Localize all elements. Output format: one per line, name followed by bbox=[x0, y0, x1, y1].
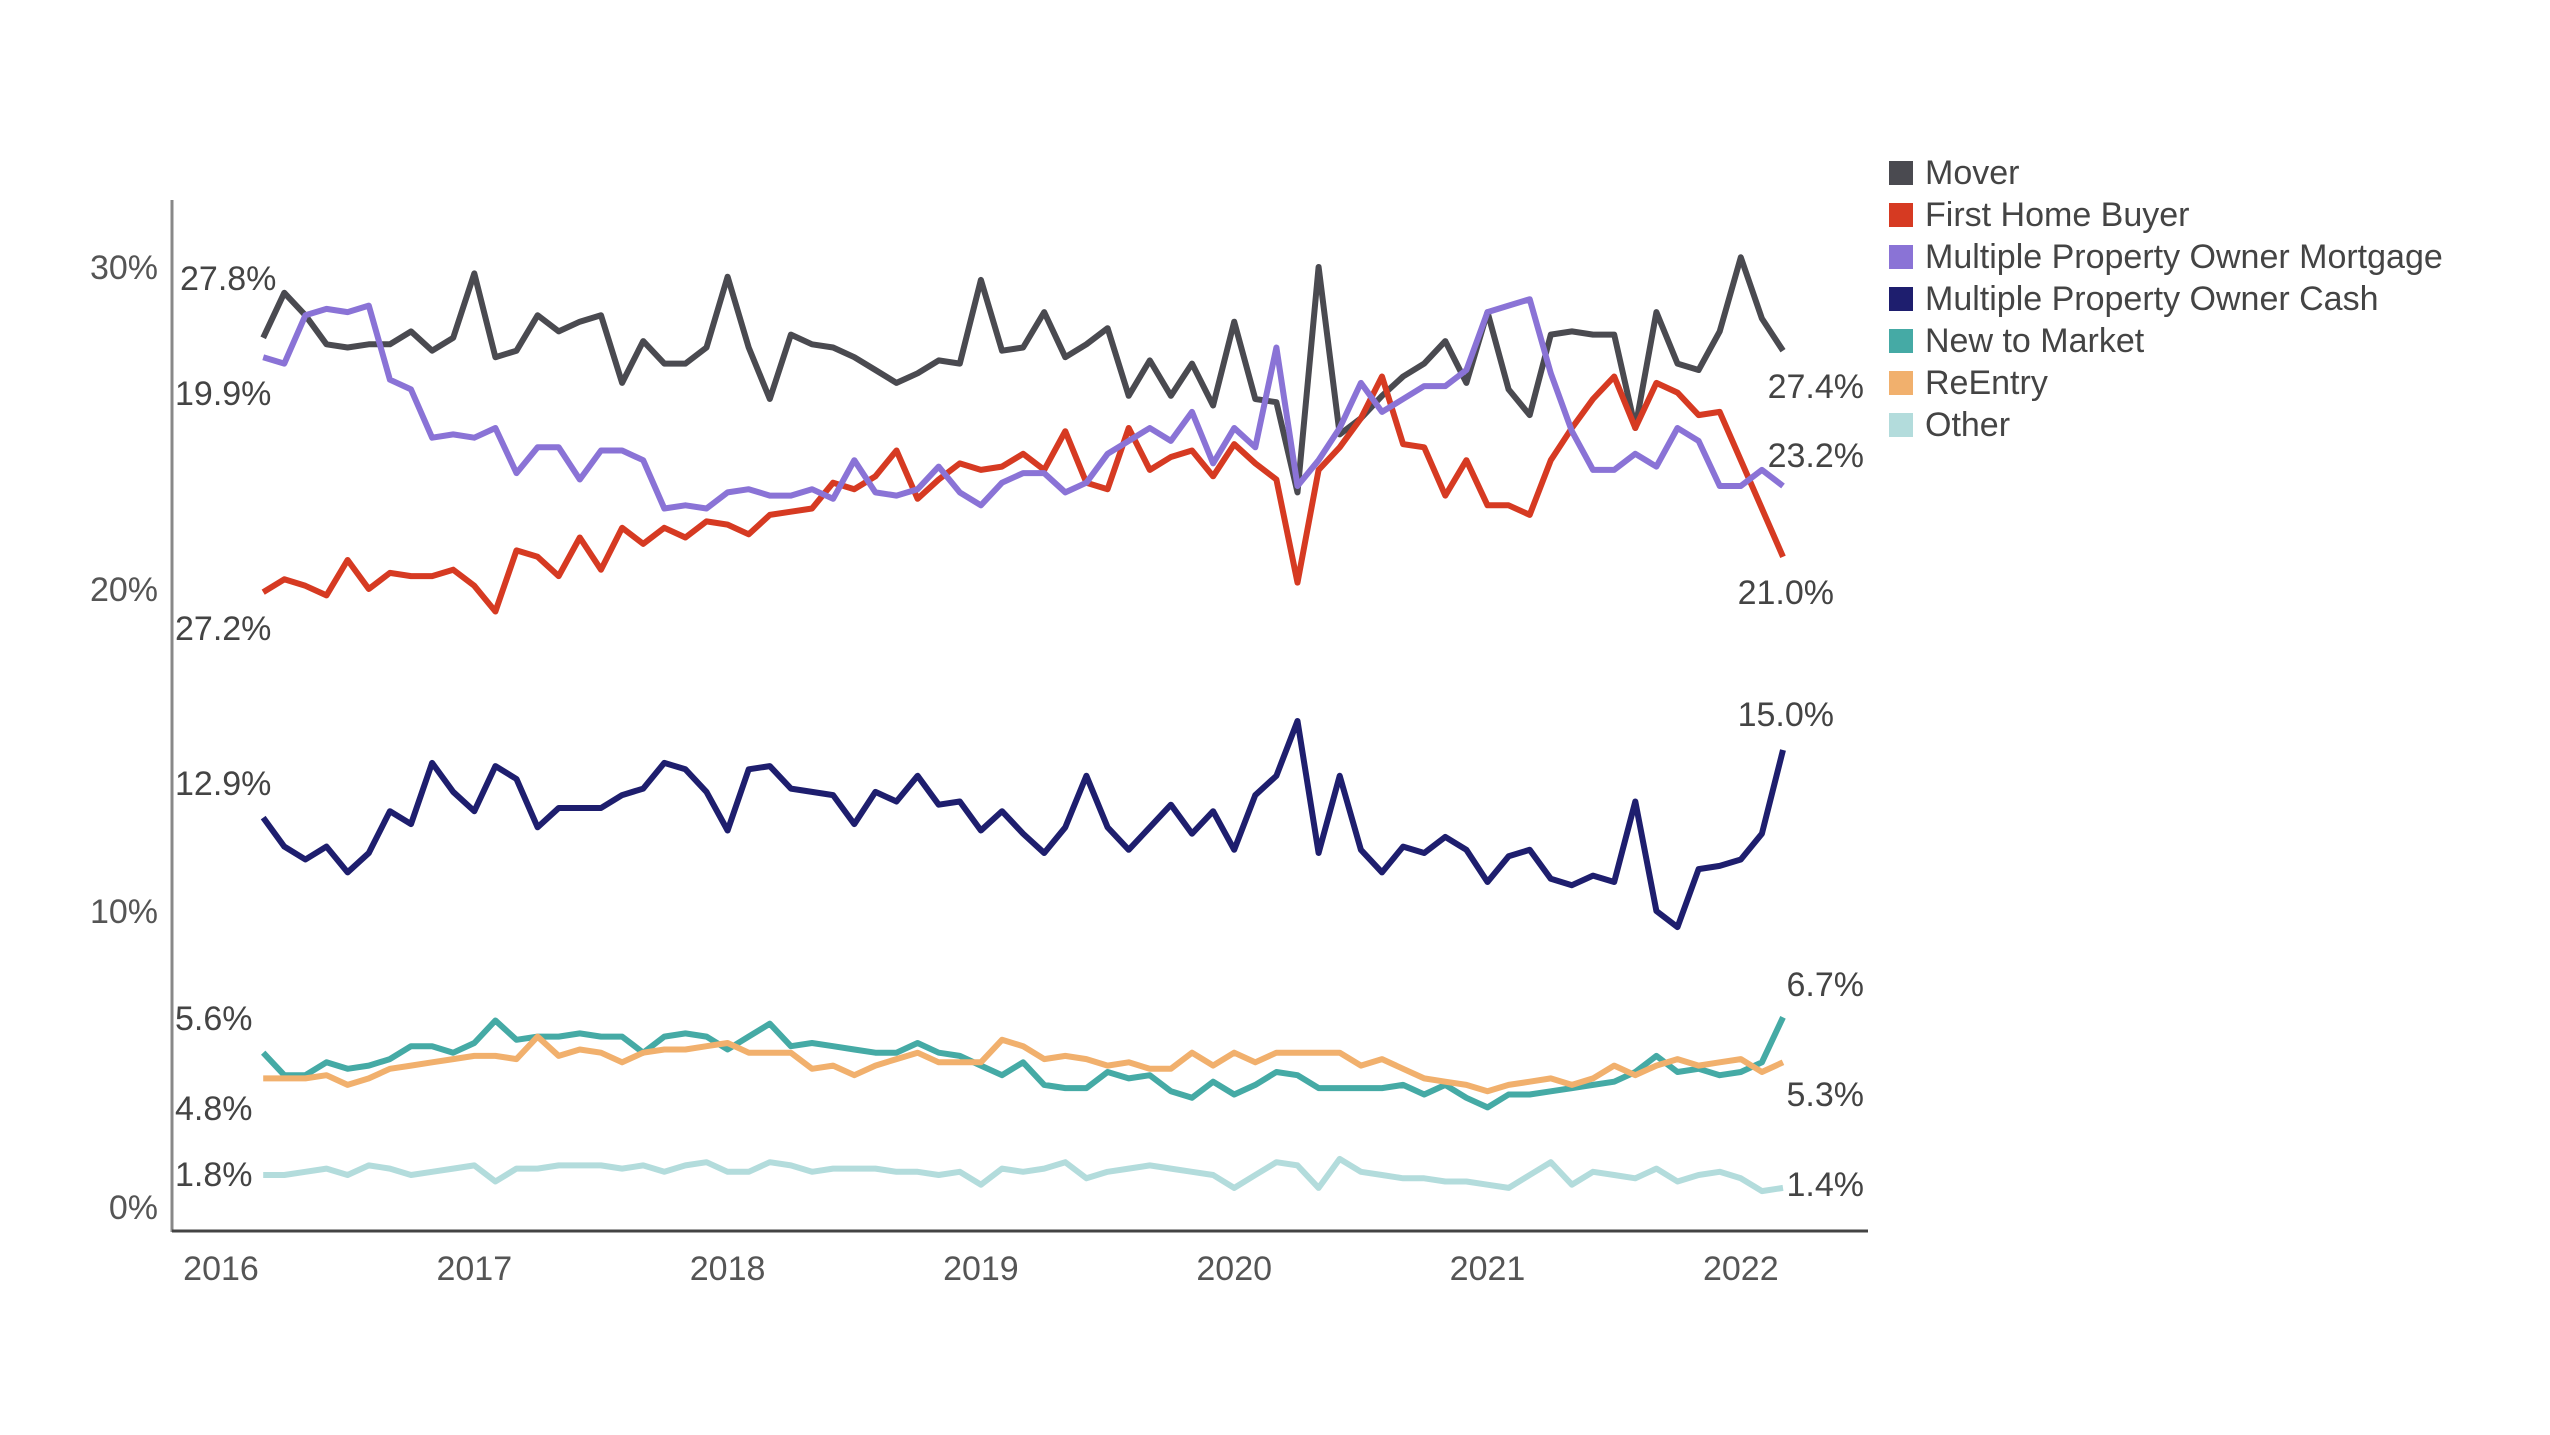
legend-item: Multiple Property Owner Mortgage bbox=[1889, 236, 2443, 278]
x-tick-label: 2020 bbox=[1196, 1250, 1272, 1288]
legend-label: New to Market bbox=[1925, 321, 2145, 360]
series-line-reentry bbox=[263, 1033, 1785, 1095]
legend-label: ReEntry bbox=[1925, 363, 2048, 402]
legend-swatch bbox=[1889, 161, 1913, 185]
series-line-other bbox=[263, 1155, 1784, 1195]
x-tick-label: 2022 bbox=[1703, 1250, 1779, 1288]
legend-item: Other bbox=[1889, 404, 2443, 446]
legend-label: Multiple Property Owner Mortgage bbox=[1925, 237, 2443, 276]
legend-swatch bbox=[1889, 203, 1913, 227]
y-tick-label: 30% bbox=[90, 249, 158, 287]
start-value-label: 27.8% bbox=[180, 260, 276, 298]
x-tick-label: 2018 bbox=[690, 1250, 766, 1288]
x-tick-label: 2016 bbox=[183, 1250, 259, 1288]
legend: Mover First Home Buyer Multiple Property O… bbox=[1889, 152, 2443, 446]
x-tick-label: 2017 bbox=[436, 1250, 512, 1288]
end-value-label: 23.2% bbox=[1768, 437, 1864, 475]
series-line-new-to-market bbox=[261, 1016, 1786, 1111]
legend-item: Multiple Property Owner Cash bbox=[1889, 278, 2443, 320]
legend-item: New to Market bbox=[1889, 320, 2443, 362]
legend-label: First Home Buyer bbox=[1925, 195, 2190, 234]
end-value-label: 27.4% bbox=[1768, 368, 1864, 406]
legend-swatch bbox=[1889, 329, 1913, 353]
series-line-first-home-buyer bbox=[261, 373, 1786, 615]
start-value-label: 12.9% bbox=[175, 765, 271, 803]
legend-label: Multiple Property Owner Cash bbox=[1925, 279, 2379, 318]
start-value-label: 1.8% bbox=[175, 1156, 253, 1194]
y-tick-label: 0% bbox=[109, 1189, 158, 1227]
legend-swatch bbox=[1889, 413, 1913, 437]
series-line-multiple-property-owner-mortgage bbox=[262, 296, 1785, 512]
end-value-label: 15.0% bbox=[1738, 696, 1834, 734]
start-value-label: 27.2% bbox=[175, 610, 271, 648]
legend-swatch bbox=[1889, 287, 1913, 311]
legend-swatch bbox=[1889, 371, 1913, 395]
series-line-mover bbox=[260, 254, 1786, 496]
y-tick-label: 10% bbox=[90, 893, 158, 931]
start-value-label: 5.6% bbox=[175, 1000, 253, 1038]
end-value-label: 5.3% bbox=[1787, 1076, 1865, 1114]
legend-label: Other bbox=[1925, 405, 2011, 444]
legend-item: Mover bbox=[1889, 152, 2443, 194]
legend-swatch bbox=[1889, 245, 1913, 269]
start-value-label: 4.8% bbox=[175, 1090, 253, 1128]
end-value-label: 6.7% bbox=[1787, 966, 1865, 1004]
legend-item: ReEntry bbox=[1889, 362, 2443, 404]
y-tick-label: 20% bbox=[90, 571, 158, 609]
end-value-label: 1.4% bbox=[1787, 1166, 1865, 1204]
x-tick-label: 2021 bbox=[1450, 1250, 1526, 1288]
legend-label: Mover bbox=[1925, 153, 2020, 192]
legend-item: First Home Buyer bbox=[1889, 194, 2443, 236]
start-value-label: 19.9% bbox=[175, 375, 271, 413]
end-value-label: 21.0% bbox=[1738, 574, 1834, 612]
x-tick-label: 2019 bbox=[943, 1250, 1019, 1288]
series-line-multiple-property-owner-cash bbox=[260, 718, 1786, 931]
